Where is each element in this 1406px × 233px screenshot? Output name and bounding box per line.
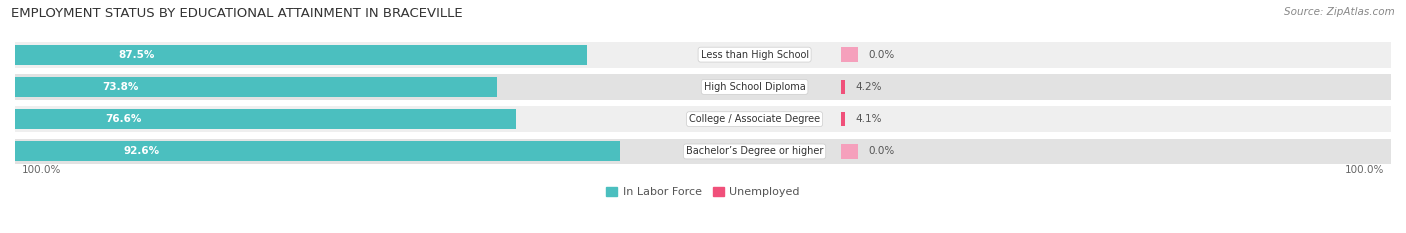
Bar — [15, 42, 1391, 68]
Text: 92.6%: 92.6% — [124, 147, 160, 156]
Text: Bachelor’s Degree or higher: Bachelor’s Degree or higher — [686, 147, 824, 156]
Text: Source: ZipAtlas.com: Source: ZipAtlas.com — [1284, 7, 1395, 17]
Text: 73.8%: 73.8% — [101, 82, 138, 92]
Bar — [841, 112, 845, 126]
Bar — [15, 139, 1391, 164]
Bar — [15, 141, 620, 161]
Legend: In Labor Force, Unemployed: In Labor Force, Unemployed — [606, 187, 800, 197]
Text: 100.0%: 100.0% — [1344, 165, 1384, 175]
Text: Less than High School: Less than High School — [700, 50, 808, 60]
Bar — [841, 48, 858, 62]
Text: EMPLOYMENT STATUS BY EDUCATIONAL ATTAINMENT IN BRACEVILLE: EMPLOYMENT STATUS BY EDUCATIONAL ATTAINM… — [11, 7, 463, 20]
Text: 4.1%: 4.1% — [855, 114, 882, 124]
Text: 100.0%: 100.0% — [22, 165, 62, 175]
Text: College / Associate Degree: College / Associate Degree — [689, 114, 820, 124]
Text: High School Diploma: High School Diploma — [704, 82, 806, 92]
Bar — [841, 80, 845, 94]
Bar — [15, 74, 1391, 100]
Text: 0.0%: 0.0% — [868, 50, 894, 60]
Text: 87.5%: 87.5% — [118, 50, 155, 60]
Text: 76.6%: 76.6% — [105, 114, 142, 124]
Text: 4.2%: 4.2% — [855, 82, 882, 92]
Text: 0.0%: 0.0% — [868, 147, 894, 156]
Bar — [841, 144, 858, 159]
Bar — [15, 109, 516, 129]
Bar — [15, 77, 498, 97]
Bar — [15, 45, 586, 65]
Bar — [15, 106, 1391, 132]
